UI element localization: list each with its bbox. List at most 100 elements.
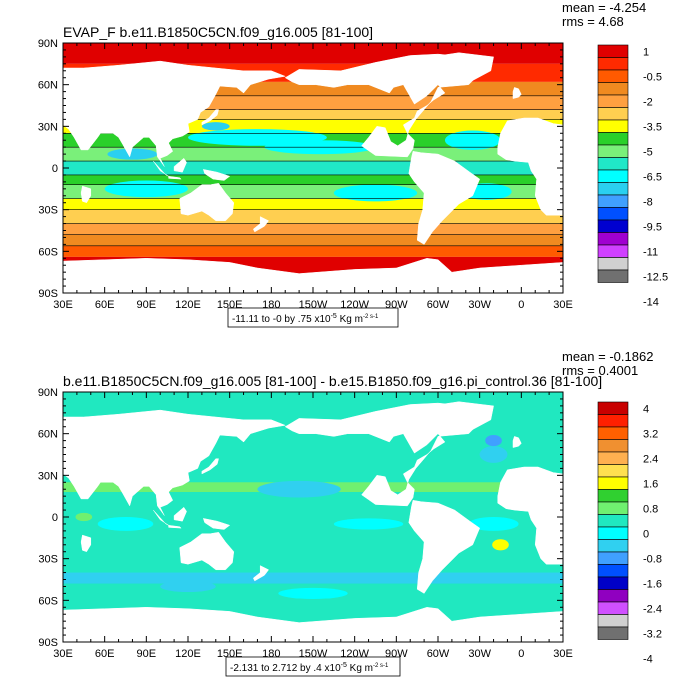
- colorbar-box: [597, 257, 629, 271]
- x-tick-label: 60E: [95, 648, 115, 660]
- colorbar-box: [597, 551, 629, 565]
- x-tick-label: 120E: [175, 299, 201, 311]
- contour-cell: [160, 580, 216, 592]
- y-tick-label: 0: [52, 512, 58, 524]
- contour-cell: [278, 587, 348, 599]
- colorbar-box: [597, 169, 629, 183]
- colorbar-label: 4: [643, 403, 649, 415]
- land-mask: [423, 52, 494, 85]
- note-frame: [225, 656, 401, 677]
- colorbar-box: [597, 489, 629, 503]
- x-tick-label: 120E: [175, 648, 201, 660]
- contour-band: [63, 161, 563, 175]
- y-tick-label: 60S: [38, 595, 58, 607]
- colorbar-label: 1: [643, 46, 649, 58]
- land-mask: [201, 109, 219, 126]
- land-mask: [408, 151, 481, 245]
- colorbar-box: [597, 219, 629, 233]
- contour-band: [63, 234, 563, 246]
- colorbar-box: [597, 476, 629, 490]
- contour-cell: [75, 512, 93, 522]
- contour-band: [63, 198, 563, 210]
- colorbar-label: -11: [643, 246, 658, 258]
- land-mask: [63, 258, 563, 293]
- land-mask: [173, 157, 187, 173]
- contour-range-note: -11.11 to -0 by .75 x10-5 Kg m-2 s-1: [227, 307, 399, 328]
- contour-cell: [492, 539, 509, 551]
- colorbar: 4 3.2 2.4 1.6 0.8 0 -0.8 -1.6 -2.4 -3.2 -4: [597, 401, 662, 665]
- x-tick-label: 30W: [468, 299, 491, 311]
- x-tick-label: 30E: [553, 299, 573, 311]
- land-mask: [63, 60, 287, 167]
- land-mask: [63, 607, 563, 642]
- colorbar-label: -5: [643, 146, 653, 158]
- x-tick-label: 0: [518, 648, 524, 660]
- colorbar-box: [597, 526, 629, 540]
- land-mask: [168, 525, 182, 529]
- colorbar-box: [597, 57, 629, 71]
- colorbar-label: -2: [643, 96, 653, 108]
- colorbar-box: [597, 157, 629, 171]
- contour-band: [63, 209, 563, 224]
- colorbar-box: [597, 401, 629, 415]
- colorbar-label: -6.5: [643, 171, 662, 183]
- stat-mean: mean = -0.1862: [562, 349, 653, 364]
- map-panel-1: 30E 60E 90E 120E 150E 180 150W 120W 90W 60W 30W 0 30…: [38, 0, 668, 328]
- y-tick-label: 30N: [38, 121, 58, 133]
- colorbar-label: -8: [643, 196, 653, 208]
- land-mask: [423, 401, 494, 434]
- y-tick-label: 0: [52, 163, 58, 175]
- colorbar-label: 1.6: [643, 478, 658, 490]
- colorbar-label: -0.8: [643, 553, 662, 565]
- land-mask: [201, 458, 219, 475]
- colorbar-box: [597, 464, 629, 478]
- contour-band: [63, 174, 563, 185]
- colorbar-box: [597, 501, 629, 515]
- colorbar-box: [597, 576, 629, 590]
- x-tick-label: 30E: [53, 299, 73, 311]
- colorbar-box: [597, 589, 629, 603]
- contour-band: [63, 245, 563, 257]
- contour-cell: [97, 517, 154, 531]
- contour-cell: [444, 130, 501, 150]
- colorbar-label: -14: [643, 296, 659, 308]
- chart-title: b.e11.B1850C5CN.f09_g16.005 [81-100] - b…: [63, 373, 602, 389]
- land-mask: [179, 532, 235, 571]
- colorbar-box: [597, 414, 629, 428]
- chart-title: EVAP_F b.e11.B1850C5CN.f09_g16.005 [81-1…: [63, 24, 373, 40]
- y-tick-label: 60N: [38, 429, 58, 441]
- colorbar-box: [597, 207, 629, 221]
- land-mask: [202, 518, 231, 530]
- colorbar-box: [597, 564, 629, 578]
- contour-cell: [333, 184, 418, 202]
- y-tick-label: 30S: [38, 205, 58, 217]
- colorbar-box: [597, 107, 629, 121]
- map-panel-2: 30E 60E 90E 120E 150E 180 150W 120W 90W 60W 30W 0 30…: [38, 349, 662, 677]
- contour-band: [63, 109, 563, 120]
- contour-cell: [479, 446, 508, 463]
- x-tick-label: 30E: [53, 648, 73, 660]
- land-mask: [497, 117, 563, 216]
- colorbar-label: -12.5: [643, 271, 668, 283]
- contour-cell: [257, 480, 341, 498]
- colorbar-box: [597, 194, 629, 208]
- contour-cell: [107, 148, 158, 160]
- colorbar-box: [597, 94, 629, 108]
- colorbar-label: 3.2: [643, 428, 658, 440]
- colorbar-box: [597, 439, 629, 453]
- land-mask: [252, 565, 269, 582]
- note-text: -11.11 to -0 by .75 x10-5 Kg m-2 s-1: [232, 313, 379, 325]
- contour-cell: [333, 518, 404, 530]
- ocean-field: [63, 392, 563, 642]
- note-frame: [227, 307, 399, 328]
- colorbar-label: -9.5: [643, 221, 662, 233]
- land-mask: [408, 500, 481, 594]
- x-tick-label: 90E: [137, 299, 157, 311]
- contour-cell: [201, 122, 230, 131]
- contour-cell: [104, 180, 188, 198]
- y-tick-label: 60N: [38, 80, 58, 92]
- colorbar-box: [597, 44, 629, 58]
- y-tick-label: 90N: [38, 38, 58, 50]
- colorbar-box: [597, 426, 629, 440]
- colorbar-label: -2.4: [643, 603, 662, 615]
